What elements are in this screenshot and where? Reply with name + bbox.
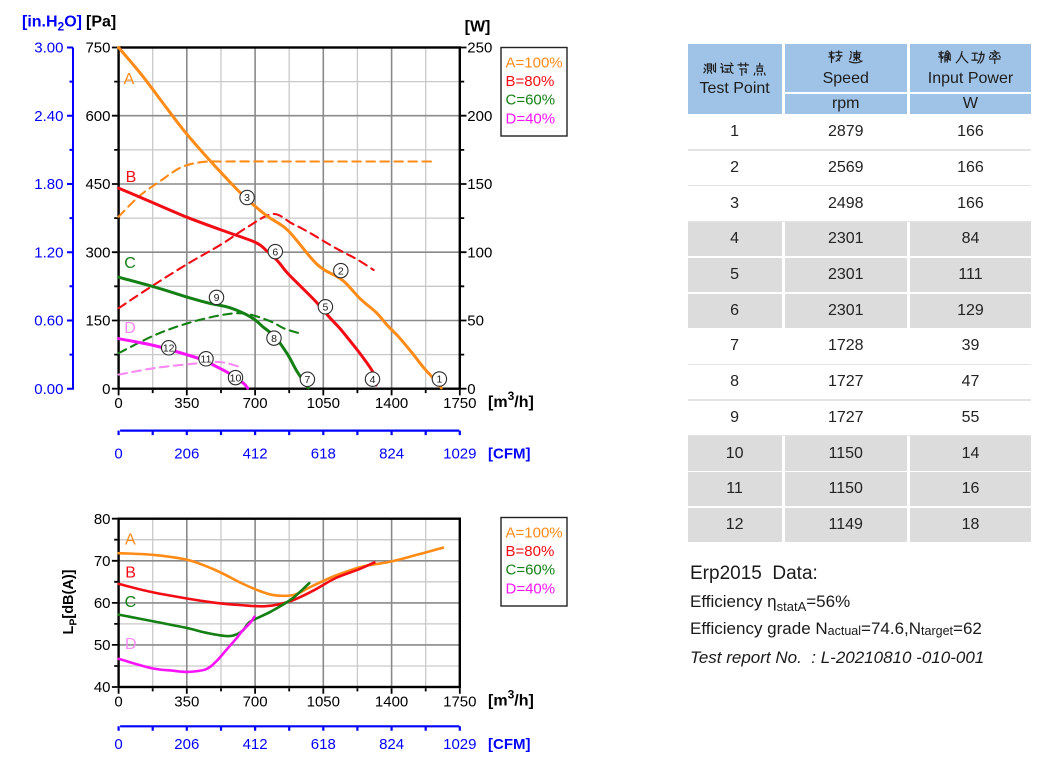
svg-text:824: 824 [379, 446, 404, 463]
svg-text:C: C [124, 255, 136, 272]
svg-text:750: 750 [85, 40, 110, 57]
svg-text:0.60: 0.60 [34, 313, 63, 330]
svg-text:70: 70 [94, 553, 111, 570]
svg-text:8: 8 [271, 333, 277, 345]
svg-text:0: 0 [114, 446, 122, 463]
svg-text:824: 824 [379, 736, 404, 753]
svg-text:80: 80 [94, 511, 111, 528]
svg-text:600: 600 [85, 108, 110, 125]
svg-text:2.40: 2.40 [34, 108, 63, 125]
svg-text:[W]: [W] [465, 19, 491, 36]
svg-text:B: B [126, 169, 137, 186]
svg-text:1029: 1029 [443, 446, 476, 463]
svg-text:412: 412 [243, 736, 268, 753]
svg-text:350: 350 [174, 395, 199, 412]
svg-text:11: 11 [201, 354, 212, 366]
svg-text:[m3/h]: [m3/h] [488, 688, 534, 710]
svg-text:5: 5 [322, 302, 328, 314]
svg-text:1750: 1750 [443, 395, 476, 412]
svg-text:150: 150 [85, 313, 110, 330]
svg-text:1050: 1050 [307, 395, 340, 412]
svg-text:LP[dB(A)]: LP[dB(A)] [61, 569, 80, 634]
svg-text:B: B [125, 565, 136, 582]
svg-text:3: 3 [244, 192, 250, 204]
svg-text:9: 9 [214, 292, 220, 304]
svg-text:1: 1 [436, 374, 442, 386]
svg-text:206: 206 [174, 736, 199, 753]
svg-text:7: 7 [304, 374, 310, 386]
svg-text:1.80: 1.80 [34, 176, 63, 193]
svg-text:C: C [125, 594, 137, 611]
svg-text:0: 0 [114, 736, 122, 753]
svg-text:40: 40 [94, 679, 111, 696]
svg-text:60: 60 [94, 595, 111, 612]
svg-text:618: 618 [311, 446, 336, 463]
svg-text:206: 206 [174, 446, 199, 463]
svg-text:350: 350 [174, 694, 199, 711]
svg-text:[Pa]: [Pa] [86, 14, 116, 31]
svg-text:A=100%: A=100% [506, 54, 563, 71]
svg-text:300: 300 [85, 244, 110, 261]
svg-text:700: 700 [243, 694, 268, 711]
svg-text:1.20: 1.20 [34, 244, 63, 261]
svg-text:D: D [125, 636, 137, 653]
svg-text:[m3/h]: [m3/h] [488, 389, 534, 411]
svg-text:[in.H2O]: [in.H2O] [22, 14, 82, 34]
svg-text:50: 50 [94, 637, 111, 654]
svg-text:1400: 1400 [375, 395, 408, 412]
svg-text:700: 700 [243, 395, 268, 412]
svg-text:100: 100 [467, 244, 492, 261]
svg-text:[CFM]: [CFM] [488, 446, 530, 463]
svg-text:A: A [124, 71, 135, 88]
svg-text:C=60%: C=60% [506, 92, 556, 109]
svg-text:0: 0 [102, 381, 110, 398]
svg-text:B=80%: B=80% [506, 73, 555, 90]
svg-text:150: 150 [467, 176, 492, 193]
svg-text:618: 618 [311, 736, 336, 753]
svg-text:C=60%: C=60% [506, 562, 556, 579]
svg-text:A=100%: A=100% [506, 524, 563, 541]
svg-text:D=40%: D=40% [506, 110, 556, 127]
svg-text:3.00: 3.00 [34, 40, 63, 57]
svg-text:0: 0 [114, 395, 122, 412]
svg-text:10: 10 [230, 372, 242, 384]
svg-text:0.00: 0.00 [34, 381, 63, 398]
svg-text:1400: 1400 [375, 694, 408, 711]
svg-text:0: 0 [114, 694, 122, 711]
svg-text:250: 250 [467, 40, 492, 57]
svg-text:12: 12 [163, 343, 175, 355]
svg-text:B=80%: B=80% [506, 543, 555, 560]
svg-text:6: 6 [272, 246, 278, 258]
svg-text:D=40%: D=40% [506, 580, 556, 597]
svg-text:D: D [124, 320, 136, 337]
svg-text:1050: 1050 [307, 694, 340, 711]
svg-text:0: 0 [467, 381, 475, 398]
svg-text:412: 412 [243, 446, 268, 463]
svg-text:50: 50 [467, 313, 484, 330]
svg-text:1029: 1029 [443, 736, 476, 753]
svg-text:[CFM]: [CFM] [488, 736, 530, 753]
svg-text:1750: 1750 [443, 694, 476, 711]
svg-text:200: 200 [467, 108, 492, 125]
svg-text:A: A [125, 532, 136, 549]
svg-text:450: 450 [85, 176, 110, 193]
svg-text:4: 4 [370, 374, 376, 386]
svg-text:2: 2 [338, 265, 344, 277]
